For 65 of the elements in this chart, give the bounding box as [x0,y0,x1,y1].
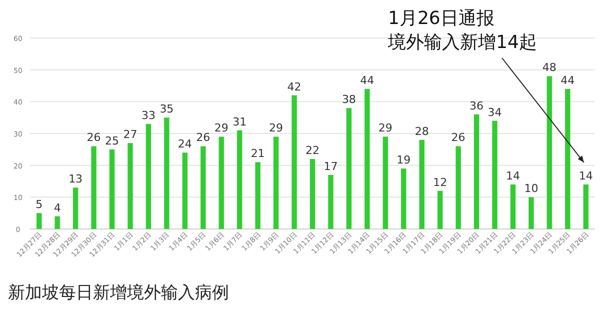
data-label: 10 [524,182,538,196]
data-label: 38 [342,93,356,106]
bar [91,146,96,229]
data-label: 34 [488,106,502,119]
bar [292,95,297,229]
data-label: 14 [578,169,593,182]
data-label: 44 [560,74,575,87]
bar [456,146,461,229]
bar [583,184,588,229]
data-label: 25 [105,134,120,148]
bar [510,184,516,229]
bar [328,174,334,229]
bar [382,136,388,229]
data-label: 17 [324,160,338,173]
text: 1月26日通报 [388,8,494,29]
annotation: 境外输入新增14起 [387,32,537,53]
data-label: 29 [378,122,392,135]
data-label: 48 [542,61,556,74]
data-label: 26 [196,131,210,144]
bar [36,213,42,229]
bar [200,146,206,229]
bar [109,149,115,229]
bar [346,108,352,229]
bar [146,124,152,229]
bar [218,136,224,229]
data-label: 13 [68,172,83,186]
data-label: 21 [250,147,265,160]
bar [128,143,133,229]
bar [565,88,570,229]
bar [310,158,316,229]
bar [182,152,188,229]
data-label: 28 [414,124,429,138]
bar [437,190,443,229]
data-label: 31 [232,115,247,128]
data-label: 33 [141,108,156,122]
bar [492,120,498,229]
data-label: 36 [470,99,484,112]
data-label: 27 [123,128,138,142]
bar [546,76,552,229]
data-label: 35 [160,102,174,116]
bar [273,136,279,229]
bar [164,118,170,229]
data-label: 12 [433,176,448,189]
data-label: 42 [287,80,302,94]
data-label: 5 [36,198,43,212]
text: 新加坡每日新增境外输入病例 [8,283,229,303]
bar [54,216,60,229]
data-label: 14 [506,169,520,182]
bar [72,188,78,229]
data-label: 26 [451,131,466,144]
data-label: 26 [86,131,101,144]
bar [419,140,424,229]
data-label: 22 [306,144,320,157]
bar [255,162,260,229]
data-label: 44 [360,74,374,87]
data-label: 29 [269,122,284,135]
data-label: 24 [178,138,192,151]
bar [528,197,534,229]
bar [474,114,480,229]
bar [364,88,370,229]
data-label: 29 [214,122,228,135]
bar [401,168,406,229]
data-label: 4 [54,201,61,214]
bar [236,130,242,229]
data-label: 19 [396,154,411,167]
